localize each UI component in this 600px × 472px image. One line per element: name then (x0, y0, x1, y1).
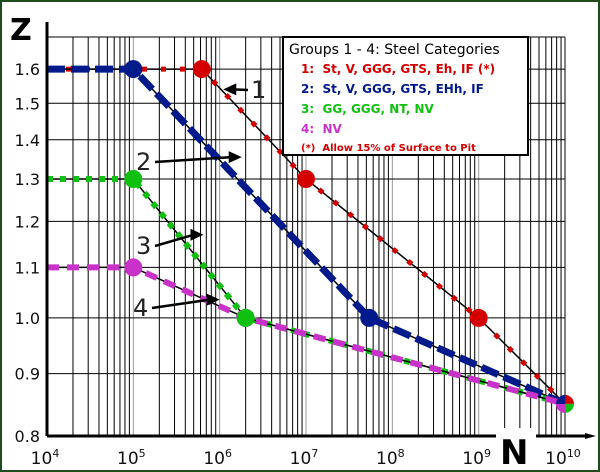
legend-title: Groups 1 - 4: Steel Categories (289, 42, 500, 58)
series-1-marker (192, 60, 211, 79)
annotation-arrow-4 (151, 298, 210, 310)
x-tick-label: 104 (31, 447, 60, 469)
series-1-marker (469, 308, 488, 327)
end-point-quarter (556, 394, 565, 404)
legend-box (282, 36, 529, 156)
annotation-label-4: 4 (133, 294, 148, 322)
end-point-quarter (556, 403, 565, 413)
legend-entry-4: 4: NV (301, 122, 343, 136)
legend-entry-1: 1: St, V, GGG, GTS, Eh, IF (*) (301, 62, 495, 76)
series-2-line (47, 65, 567, 408)
annotation-arrowhead-1 (223, 83, 237, 96)
y-tick-label: 1.3 (15, 170, 40, 189)
annotation-label-2: 2 (136, 148, 151, 176)
x-axis-label: N (500, 433, 528, 472)
y-tick-label: 1.5 (15, 94, 40, 113)
series-3-marker (124, 170, 143, 189)
series-4-line (47, 264, 566, 407)
annotation-arrow-3 (154, 233, 194, 248)
y-tick-label: 0.9 (15, 365, 40, 384)
y-tick-label: 1.0 (15, 309, 40, 328)
annotation-arrowhead-3 (190, 228, 204, 241)
legend-entry-2: 2: St, V, GGG, GTS, EHh, IF (301, 82, 484, 96)
annotation-arrowhead-2 (228, 151, 242, 164)
annotation-arrow-2 (154, 155, 232, 164)
x-axis-arrow (585, 433, 596, 439)
series-1-marker (297, 170, 315, 189)
x-tick-label: 108 (376, 447, 405, 469)
y-axis-label: Z (10, 13, 32, 48)
annotation-label-3: 3 (136, 232, 151, 260)
legend-entry-3: 3: GG, GGG, NT, NV (301, 102, 435, 116)
x-tick-label: 106 (203, 447, 232, 469)
x-tick-label: 105 (117, 447, 146, 469)
legend-note: (*) Allow 15% of Surface to Pit (301, 143, 476, 154)
series-3-marker (236, 308, 255, 327)
end-point-quarter (565, 403, 574, 413)
x-tick-label: 107 (290, 447, 319, 469)
series-lines (47, 60, 574, 413)
y-tick-label: 1.4 (15, 131, 40, 150)
legend: Groups 1 - 4: Steel Categories 1: St, V,… (282, 36, 529, 156)
annotation-label-1: 1 (251, 76, 266, 104)
y-tick-label: 1.2 (15, 212, 40, 231)
series-4-marker (124, 258, 143, 277)
annotation-arrowhead-4 (206, 293, 220, 306)
x-label-bg (496, 428, 536, 468)
y-tick-label: 1.6 (15, 60, 40, 79)
series-2-marker (124, 60, 143, 79)
series-2-marker (360, 308, 379, 327)
x-tick-label: 1010 (545, 447, 581, 469)
annotations: 1 2 3 4 (133, 76, 266, 322)
y-tick-label: 0.8 (15, 427, 40, 446)
end-point-quarter (565, 394, 574, 404)
y-tick-label: 1.1 (15, 258, 40, 277)
x-tick-label: 109 (462, 447, 491, 469)
